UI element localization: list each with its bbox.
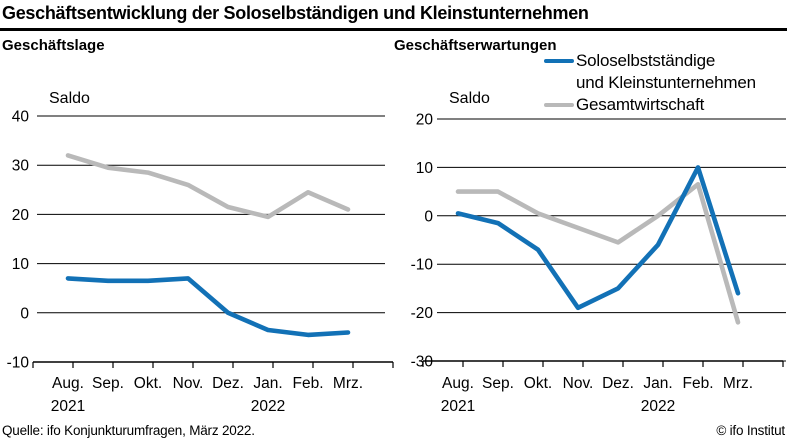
legend-item-gesamtwirtschaft: Gesamtwirtschaft bbox=[544, 94, 787, 116]
y-tick-label: 20 bbox=[416, 112, 434, 129]
year-label: 2022 bbox=[641, 398, 675, 415]
saldo-axis-label: Saldo bbox=[449, 90, 490, 107]
y-tick-label: 30 bbox=[12, 158, 30, 175]
year-label: 2022 bbox=[251, 398, 285, 415]
legend-item-soloselbststaendige: Soloselbstständige bbox=[544, 50, 787, 72]
legend-label: Gesamtwirtschaft bbox=[576, 95, 705, 114]
x-tick-label: Aug. bbox=[52, 375, 84, 392]
y-tick-label: 0 bbox=[20, 305, 29, 322]
x-tick-label: Aug. bbox=[442, 375, 474, 392]
y-tick-label: -10 bbox=[7, 355, 30, 372]
chart-legend: Soloselbstständige und Kleinstunternehme… bbox=[544, 50, 787, 116]
x-tick-label: Feb. bbox=[682, 375, 713, 392]
series-line-soloselbststaendige bbox=[65, 276, 351, 338]
page-title: Geschäftsentwicklung der Soloselbständig… bbox=[2, 3, 589, 23]
figure-footer: Quelle: ifo Konjunkturumfragen, März 202… bbox=[0, 421, 787, 441]
y-tick-label: -20 bbox=[411, 305, 434, 322]
blue-line-swatch-icon bbox=[544, 58, 574, 64]
legend-label-continuation: und Kleinstunternehmen bbox=[576, 73, 756, 92]
y-tick-label: 40 bbox=[12, 109, 30, 126]
year-label: 2021 bbox=[51, 398, 85, 415]
x-tick-label: Nov. bbox=[173, 375, 204, 392]
series-line-soloselbststaendige bbox=[455, 165, 741, 311]
x-tick-label: Mrz. bbox=[723, 375, 753, 392]
y-tick-label: 10 bbox=[416, 160, 434, 177]
x-tick-label: Dez. bbox=[212, 375, 244, 392]
x-tick-label: Nov. bbox=[563, 375, 594, 392]
x-tick-label: Mrz. bbox=[333, 375, 363, 392]
x-tick-label: Jan. bbox=[253, 375, 282, 392]
x-tick-label: Jan. bbox=[643, 375, 672, 392]
y-tick-label: 0 bbox=[424, 208, 433, 225]
x-tick-label: Feb. bbox=[292, 375, 323, 392]
left-chart-title: Geschäftslage bbox=[2, 37, 105, 54]
x-tick-label: Okt. bbox=[134, 375, 162, 392]
y-tick-label: -10 bbox=[411, 257, 434, 274]
source-note: Quelle: ifo Konjunkturumfragen, März 202… bbox=[2, 423, 255, 438]
series-line-gesamtwirtschaft bbox=[65, 153, 351, 220]
year-label: 2021 bbox=[441, 398, 475, 415]
legend-label: Soloselbstständige bbox=[576, 51, 716, 70]
x-tick-label: Okt. bbox=[524, 375, 552, 392]
saldo-axis-label: Saldo bbox=[49, 90, 90, 107]
y-tick-label: 10 bbox=[12, 256, 30, 273]
title-divider bbox=[0, 28, 787, 31]
y-tick-label: -30 bbox=[411, 354, 434, 371]
gray-line-swatch-icon bbox=[544, 102, 574, 108]
x-tick-label: Dez. bbox=[602, 375, 634, 392]
x-tick-label: Sep. bbox=[482, 375, 514, 392]
right-chart-title: Geschäftserwartungen bbox=[394, 37, 557, 54]
y-tick-label: 20 bbox=[12, 207, 30, 224]
copyright-note: © ifo Institut bbox=[716, 423, 785, 438]
x-tick-label: Sep. bbox=[92, 375, 124, 392]
series-line-gesamtwirtschaft bbox=[455, 182, 741, 325]
